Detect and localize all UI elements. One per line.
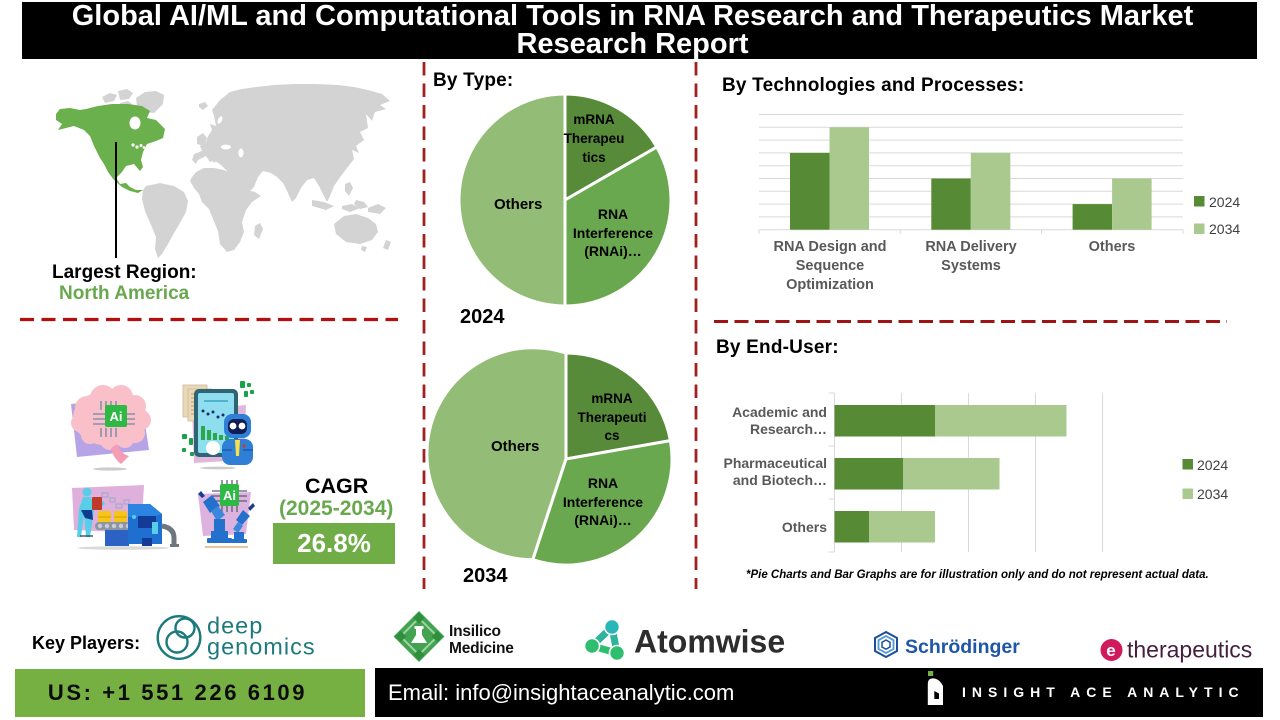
svg-text:Schrödinger: Schrödinger	[905, 636, 1020, 658]
svg-text:e: e	[1106, 641, 1115, 660]
svg-text:Atomwise: Atomwise	[634, 624, 785, 660]
svg-text:therapeutics: therapeutics	[1127, 637, 1252, 663]
svg-text:deep: deep	[207, 613, 263, 639]
svg-text:Ai: Ai	[223, 488, 236, 503]
svg-text:genomics: genomics	[207, 634, 316, 660]
svg-text:Insilico: Insilico	[449, 623, 501, 640]
svg-text:Ai: Ai	[110, 409, 123, 424]
svg-text:Medicine: Medicine	[449, 640, 514, 657]
